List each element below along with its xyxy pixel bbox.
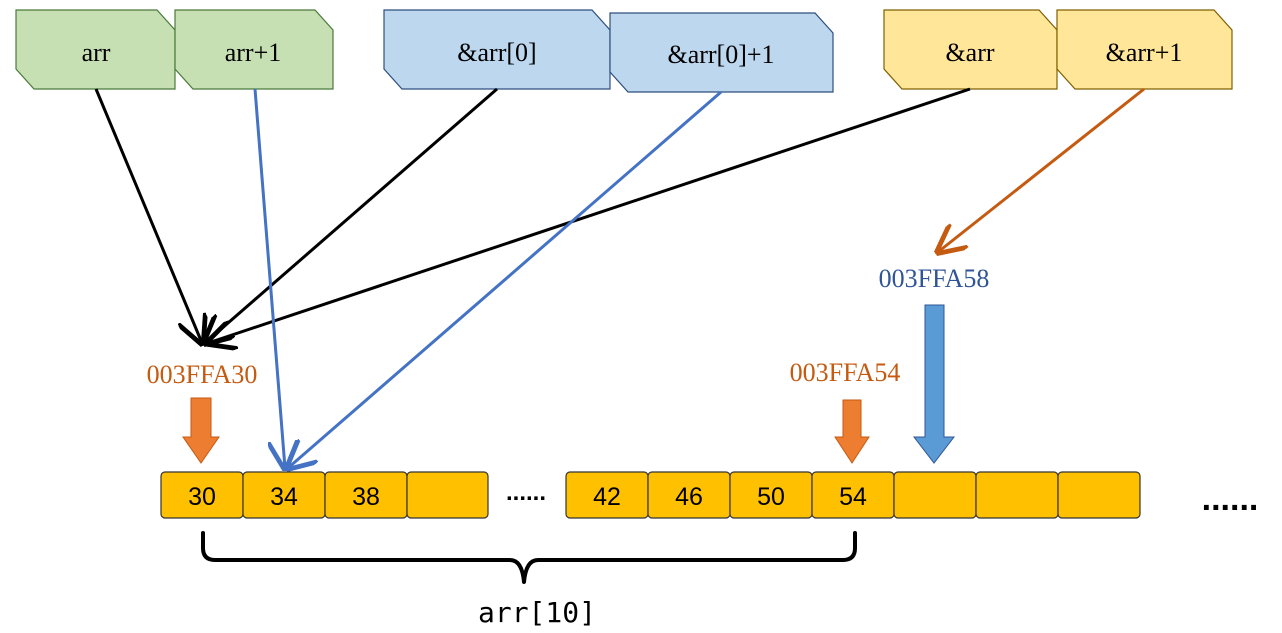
label-shape-addr-arr [883, 9, 1058, 90]
label-text-arr: arr [82, 38, 111, 67]
array-cell [893, 471, 977, 519]
array-cell-value: 42 [593, 483, 621, 511]
label-shape-addr-arr0 [383, 9, 611, 90]
label-shape-addr-arr0-plus-1 [609, 12, 834, 93]
array-cell-value: 50 [757, 483, 785, 511]
array-cells-right: 42 46 50 54 [565, 471, 1141, 519]
array-cell [975, 471, 1059, 519]
arrow-addr-arr-to-start [208, 87, 971, 343]
label-addr-arr-plus-1: &arr+1 [1056, 9, 1233, 90]
array-cell-value: 54 [839, 483, 867, 511]
array-cell-value: 30 [188, 483, 216, 511]
block-arrow-start [182, 397, 220, 464]
block-arrow-last-element [834, 399, 870, 464]
brace-label: arr[10] [478, 596, 596, 629]
label-shape-addr-arr-plus-1 [1056, 9, 1233, 90]
label-arr: arr [15, 9, 176, 90]
label-text-addr-arr-plus-1: &arr+1 [1106, 38, 1183, 67]
array-brace [201, 531, 857, 584]
address-start: 003FFA30 [147, 360, 258, 389]
label-addr-arr0-plus-1: &arr[0]+1 [609, 12, 834, 93]
label-text-arr-plus-1: arr+1 [225, 38, 282, 67]
ellipsis-end: ...... [1202, 480, 1259, 518]
arrow-addr-arr0-plus-1-to-cell-34 [288, 90, 722, 468]
array-cell [1057, 471, 1141, 519]
arrow-addr-arr-plus-1-to-past-end [938, 87, 1145, 252]
array-cells-left: 30 34 38 [160, 471, 489, 519]
label-text-addr-arr0-plus-1: &arr[0]+1 [667, 40, 774, 69]
arrow-arr-plus-1-to-cell-34 [253, 88, 285, 468]
label-arr-plus-1: arr+1 [174, 9, 334, 90]
array-cell-value: 34 [270, 483, 298, 511]
label-text-addr-arr: &arr [945, 38, 994, 67]
label-shape-arr [15, 9, 176, 90]
address-last-element: 003FFA54 [790, 358, 901, 387]
block-arrow-past-end [912, 304, 956, 464]
array-cell-value: 46 [675, 483, 703, 511]
label-addr-arr0: &arr[0] [383, 9, 611, 90]
arrow-arr-to-start [94, 88, 202, 343]
array-cell [406, 471, 489, 519]
label-text-addr-arr0: &arr[0] [457, 38, 536, 67]
label-shape-arr-plus-1 [174, 9, 334, 90]
address-past-end: 003FFA58 [879, 264, 990, 293]
array-cell-value: 38 [352, 483, 380, 511]
ellipsis-middle: ...... [506, 479, 546, 506]
arrow-addr-arr0-to-start [205, 87, 498, 343]
label-addr-arr: &arr [883, 9, 1058, 90]
